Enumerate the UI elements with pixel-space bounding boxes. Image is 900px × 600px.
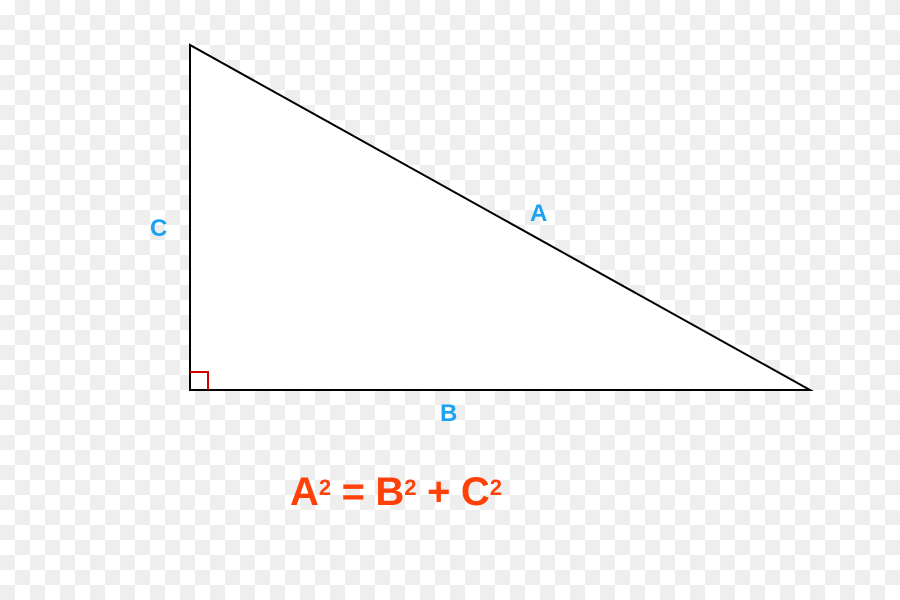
right-triangle <box>190 45 810 390</box>
label-hypotenuse-a: A <box>530 200 547 228</box>
formula-term-c: C <box>461 470 490 514</box>
formula-exp-b: 2 <box>404 475 416 500</box>
formula-term-a: A <box>290 470 319 514</box>
formula-equals: = <box>342 470 365 514</box>
formula-exp-a: 2 <box>319 475 331 500</box>
label-base-b: B <box>440 400 457 428</box>
formula-term-b: B <box>375 470 404 514</box>
pythagorean-formula: A2 = B2 + C2 <box>290 470 502 515</box>
label-vertical-c: C <box>150 215 167 243</box>
formula-plus: + <box>427 470 450 514</box>
formula-exp-c: 2 <box>490 475 502 500</box>
